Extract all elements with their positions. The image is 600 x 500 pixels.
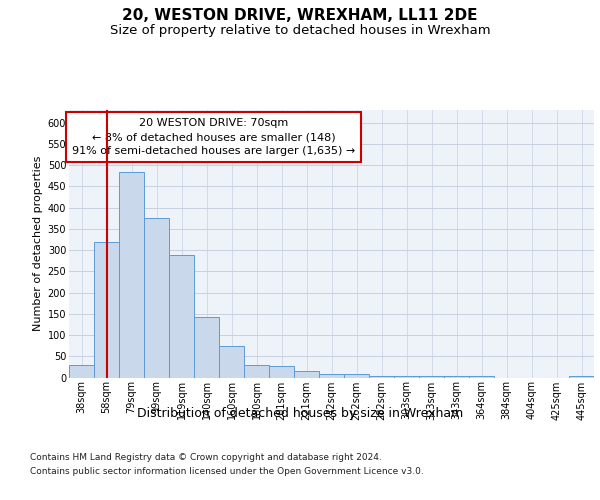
- Text: Contains HM Land Registry data © Crown copyright and database right 2024.: Contains HM Land Registry data © Crown c…: [30, 452, 382, 462]
- Text: Distribution of detached houses by size in Wrexham: Distribution of detached houses by size …: [137, 408, 463, 420]
- Bar: [94, 242, 119, 378]
- Bar: [219, 346, 244, 378]
- Bar: [119, 172, 144, 378]
- Text: Contains public sector information licensed under the Open Government Licence v3: Contains public sector information licen…: [30, 468, 424, 476]
- Bar: [419, 376, 444, 378]
- Bar: [169, 255, 194, 378]
- Bar: [569, 376, 594, 378]
- Bar: [344, 374, 369, 378]
- Bar: [319, 374, 344, 378]
- Bar: [444, 376, 469, 378]
- Bar: [69, 365, 94, 378]
- Y-axis label: Number of detached properties: Number of detached properties: [34, 156, 43, 332]
- Bar: [394, 376, 419, 378]
- Text: Size of property relative to detached houses in Wrexham: Size of property relative to detached ho…: [110, 24, 490, 37]
- Bar: [244, 365, 269, 378]
- Text: 20 WESTON DRIVE: 70sqm
← 8% of detached houses are smaller (148)
91% of semi-det: 20 WESTON DRIVE: 70sqm ← 8% of detached …: [72, 118, 355, 156]
- Bar: [294, 371, 319, 378]
- Bar: [369, 376, 394, 378]
- Bar: [269, 366, 294, 378]
- Bar: [144, 218, 169, 378]
- Bar: [469, 376, 494, 378]
- Bar: [194, 317, 219, 378]
- Text: 20, WESTON DRIVE, WREXHAM, LL11 2DE: 20, WESTON DRIVE, WREXHAM, LL11 2DE: [122, 8, 478, 22]
